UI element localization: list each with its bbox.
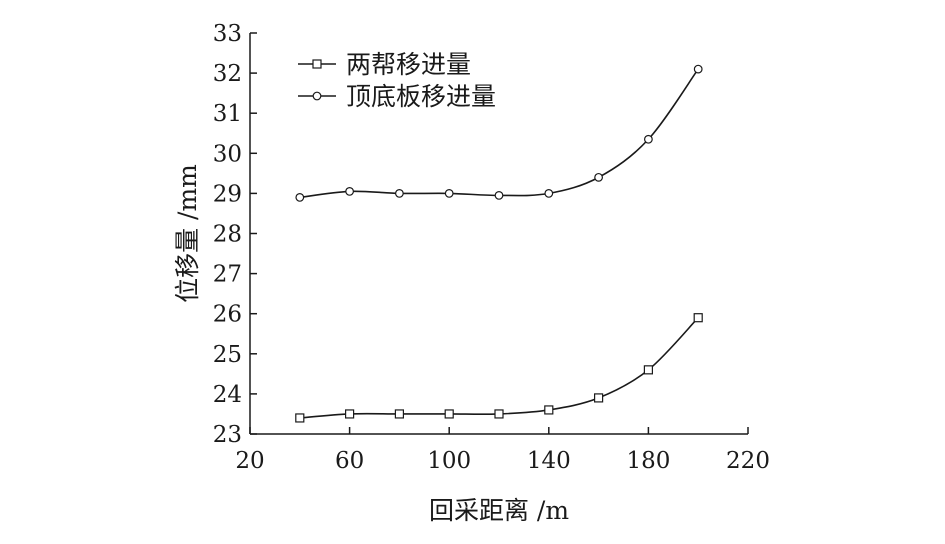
- y-tick-label: 23: [213, 422, 242, 448]
- circle-marker: [345, 186, 355, 196]
- y-tick-label: 33: [213, 21, 242, 47]
- series-line: [299, 317, 699, 419]
- series-2: [295, 64, 703, 202]
- circle-marker: [295, 193, 305, 202]
- square-marker: [544, 405, 554, 415]
- y-tick-label: 26: [213, 302, 242, 328]
- x-tick-label: 100: [427, 448, 471, 474]
- circle-marker: [444, 188, 454, 198]
- y-tick-label: 24: [213, 382, 242, 408]
- square-marker: [494, 409, 504, 419]
- y-tick-label: 28: [213, 222, 242, 248]
- y-tick-label: 27: [213, 262, 242, 288]
- series-1: [295, 313, 703, 423]
- legend-item: 顶底板移进量: [298, 82, 496, 111]
- y-tick-label: 29: [213, 181, 242, 207]
- x-tick-label: 60: [335, 448, 364, 474]
- square-marker: [295, 413, 305, 423]
- square-marker: [593, 393, 604, 403]
- legend-label: 顶底板移进量: [346, 82, 496, 111]
- y-tick-label: 25: [213, 342, 242, 368]
- legend-label: 两帮移进量: [346, 50, 471, 79]
- x-axis-label: 回采距离 /m: [429, 496, 569, 525]
- axes: [249, 33, 748, 435]
- circle-marker: [594, 172, 603, 182]
- x-tick-label: 220: [726, 448, 770, 474]
- circle-marker: [395, 188, 404, 198]
- circle-marker: [544, 188, 554, 198]
- circle-marker: [693, 64, 703, 74]
- legend-item: 两帮移进量: [298, 50, 471, 79]
- series-layer: [295, 64, 703, 423]
- square-marker: [643, 365, 654, 375]
- y-ticks: 23 24 25 26 27 28 29 30 31 32 33: [213, 21, 257, 448]
- circle-marker: [312, 91, 322, 101]
- x-ticks: 20 60 100 140 180 220: [235, 427, 770, 474]
- x-tick-label: 140: [527, 448, 571, 474]
- square-marker: [394, 409, 404, 419]
- x-tick-label: 20: [235, 448, 264, 474]
- square-marker: [693, 313, 703, 323]
- x-tick-label: 180: [626, 448, 670, 474]
- square-marker: [444, 409, 454, 419]
- square-marker: [312, 59, 322, 69]
- y-axis-label: 位移量 /mm: [173, 164, 202, 303]
- square-marker: [345, 409, 355, 419]
- y-tick-label: 30: [213, 141, 242, 167]
- y-tick-label: 32: [213, 61, 242, 87]
- circle-marker: [494, 191, 504, 200]
- y-tick-label: 31: [213, 101, 242, 127]
- circle-marker: [644, 134, 653, 144]
